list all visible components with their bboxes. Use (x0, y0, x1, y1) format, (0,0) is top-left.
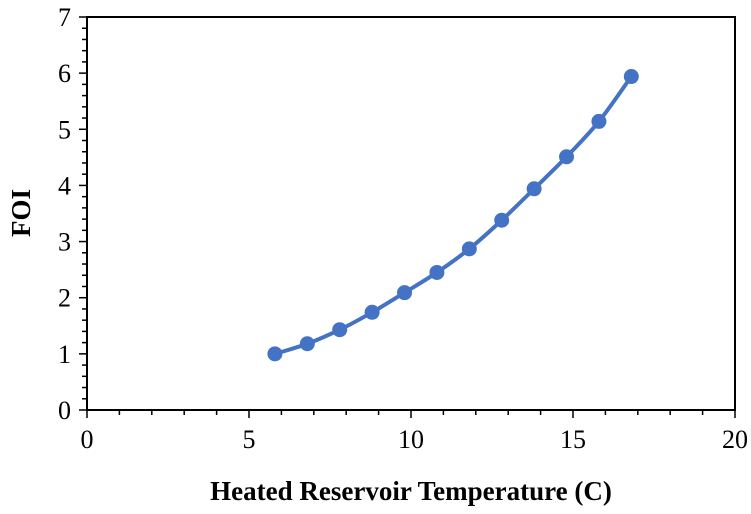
data-point (397, 285, 413, 301)
data-point (267, 346, 283, 362)
x-tick-label: 0 (81, 425, 94, 454)
x-axis-label: Heated Reservoir Temperature (C) (210, 476, 612, 506)
data-point (494, 212, 510, 228)
data-point (526, 181, 542, 197)
series (267, 69, 639, 362)
data-point (299, 336, 315, 352)
ticks: 0 5 10 15 20 0 1 2 3 4 5 6 7 (58, 3, 748, 454)
x-tick-label: 15 (560, 425, 586, 454)
data-point (461, 241, 477, 257)
y-tick-label: 7 (58, 3, 71, 32)
x-tick-label: 10 (398, 425, 424, 454)
y-tick-label: 1 (58, 340, 71, 369)
series-line (274, 75, 633, 356)
y-tick-label: 5 (58, 115, 71, 144)
y-tick-label: 4 (58, 171, 71, 200)
data-point (429, 264, 445, 280)
y-tick-label: 0 (58, 396, 71, 425)
data-point (332, 322, 348, 338)
x-tick-label: 5 (243, 425, 256, 454)
x-tick-label: 20 (722, 425, 748, 454)
y-tick-label: 3 (58, 228, 71, 257)
data-point (591, 113, 607, 129)
data-point (559, 149, 575, 165)
y-tick-label: 6 (58, 59, 71, 88)
y-tick-label: 2 (58, 284, 71, 313)
y-axis-label: FOI (6, 189, 36, 237)
data-point (623, 69, 639, 85)
data-point (364, 304, 380, 320)
